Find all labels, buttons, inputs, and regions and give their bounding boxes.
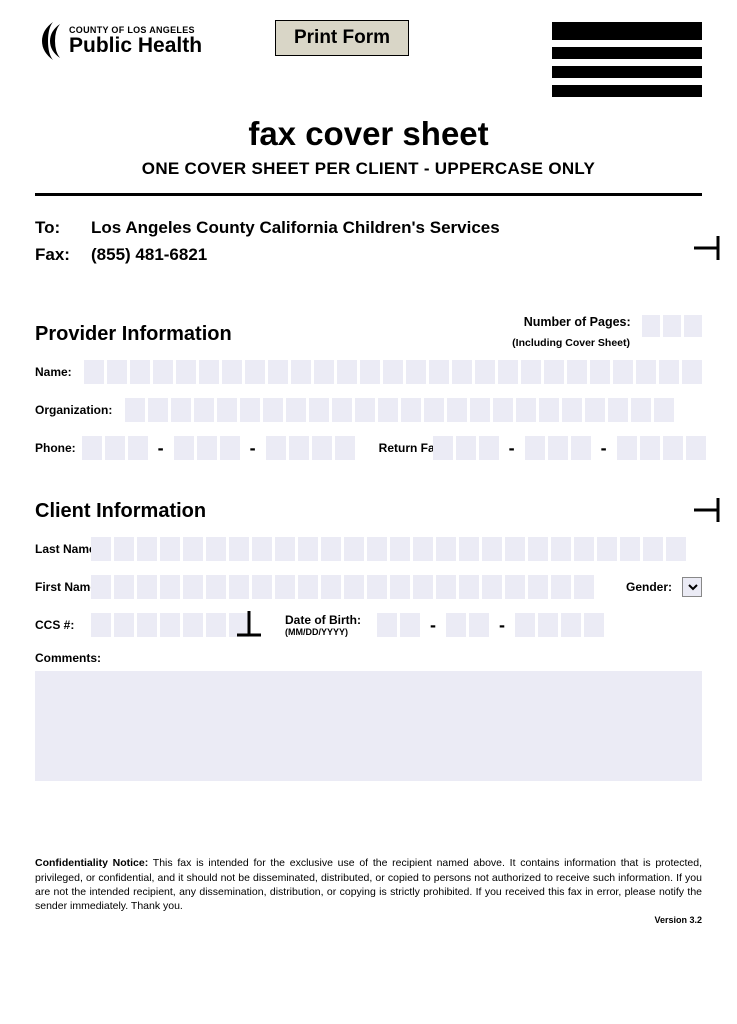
dob-label: Date of Birth:: [285, 613, 361, 627]
provider-org-label: Organization:: [35, 403, 119, 417]
divider: [35, 193, 702, 196]
page-title: fax cover sheet: [35, 115, 702, 153]
client-last-input[interactable]: [91, 537, 686, 561]
return-fax-input-2[interactable]: [525, 436, 591, 460]
return-fax-label: Return Fax:: [379, 442, 427, 455]
cropmark-icon: [694, 234, 722, 262]
ccs-label: CCS #:: [35, 618, 85, 632]
provider-phone-label: Phone:: [35, 441, 76, 455]
return-fax-input-1[interactable]: [433, 436, 499, 460]
return-fax-input-3[interactable]: [617, 436, 706, 460]
gender-label: Gender:: [626, 580, 672, 594]
dob-yyyy-input[interactable]: [515, 613, 604, 637]
to-label: To:: [35, 214, 75, 241]
pages-label: Number of Pages:: [524, 315, 631, 329]
dob-dd-input[interactable]: [446, 613, 489, 637]
fax-value: (855) 481-6821: [91, 241, 207, 268]
confidentiality-notice: Confidentiality Notice: This fax is inte…: [35, 856, 702, 913]
client-heading: Client Information: [35, 500, 702, 523]
dob-mm-input[interactable]: [377, 613, 420, 637]
dob-sublabel: (MM/DD/YYYY): [285, 627, 361, 637]
provider-phone-input-2[interactable]: [174, 436, 240, 460]
comments-input[interactable]: [35, 671, 702, 781]
ccs-input[interactable]: [91, 613, 249, 637]
version-text: Version 3.2: [35, 915, 702, 925]
client-first-label: First Name:: [35, 581, 85, 594]
provider-phone-input-1[interactable]: [82, 436, 148, 460]
provider-phone-input-3[interactable]: [266, 436, 355, 460]
to-value: Los Angeles County California Children's…: [91, 214, 500, 241]
cropmark-icon: [235, 611, 263, 641]
logo-main-text: Public Health: [69, 35, 202, 56]
provider-name-label: Name:: [35, 365, 78, 379]
gender-select[interactable]: [682, 577, 702, 597]
provider-org-input[interactable]: [125, 398, 674, 422]
provider-name-input[interactable]: [84, 360, 702, 384]
client-last-label: Last Name:: [35, 543, 85, 556]
print-form-button[interactable]: Print Form: [275, 20, 409, 56]
fax-label: Fax:: [35, 241, 75, 268]
client-first-input[interactable]: [91, 575, 594, 599]
logo-icon: [35, 20, 65, 62]
page-subtitle: ONE COVER SHEET PER CLIENT - UPPERCASE O…: [35, 159, 702, 179]
comments-label: Comments:: [35, 651, 702, 665]
pages-sublabel: (Including Cover Sheet): [512, 337, 630, 349]
cropmark-icon: [694, 496, 722, 524]
logo: COUNTY OF LOS ANGELES Public Health: [35, 20, 202, 62]
pages-input[interactable]: [642, 315, 702, 337]
decorative-bars: [552, 22, 702, 97]
